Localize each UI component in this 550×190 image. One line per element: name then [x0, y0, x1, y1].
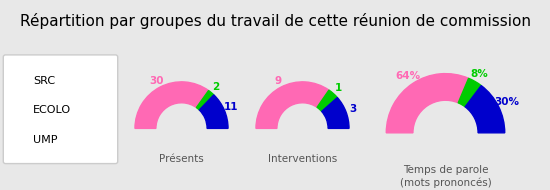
- Text: Temps de parole
(mots prononcés): Temps de parole (mots prononcés): [400, 165, 491, 188]
- Wedge shape: [135, 82, 208, 128]
- Wedge shape: [322, 97, 349, 128]
- Text: SRC: SRC: [33, 76, 55, 86]
- Wedge shape: [465, 86, 505, 133]
- Text: UMP: UMP: [33, 135, 58, 145]
- Text: 1: 1: [334, 83, 342, 93]
- Wedge shape: [256, 82, 329, 128]
- Bar: [11, 103, 28, 118]
- Text: 64%: 64%: [395, 71, 420, 81]
- Text: 30%: 30%: [494, 97, 519, 108]
- Wedge shape: [199, 95, 228, 128]
- Wedge shape: [458, 78, 481, 107]
- Wedge shape: [386, 74, 469, 133]
- Text: 9: 9: [274, 76, 281, 86]
- Text: 3: 3: [349, 105, 356, 114]
- Text: 30: 30: [150, 76, 164, 86]
- FancyBboxPatch shape: [3, 55, 118, 164]
- Text: 11: 11: [223, 102, 238, 112]
- Text: 2: 2: [212, 82, 219, 92]
- Wedge shape: [317, 90, 337, 111]
- Text: Répartition par groupes du travail de cette réunion de commission: Répartition par groupes du travail de ce…: [19, 13, 531, 29]
- Bar: [11, 132, 28, 147]
- Text: Présents: Présents: [159, 154, 204, 164]
- Text: ECOLO: ECOLO: [33, 105, 71, 115]
- Text: Interventions: Interventions: [268, 154, 337, 164]
- Bar: [11, 74, 28, 88]
- Text: 8%: 8%: [471, 69, 488, 79]
- Wedge shape: [196, 91, 214, 110]
